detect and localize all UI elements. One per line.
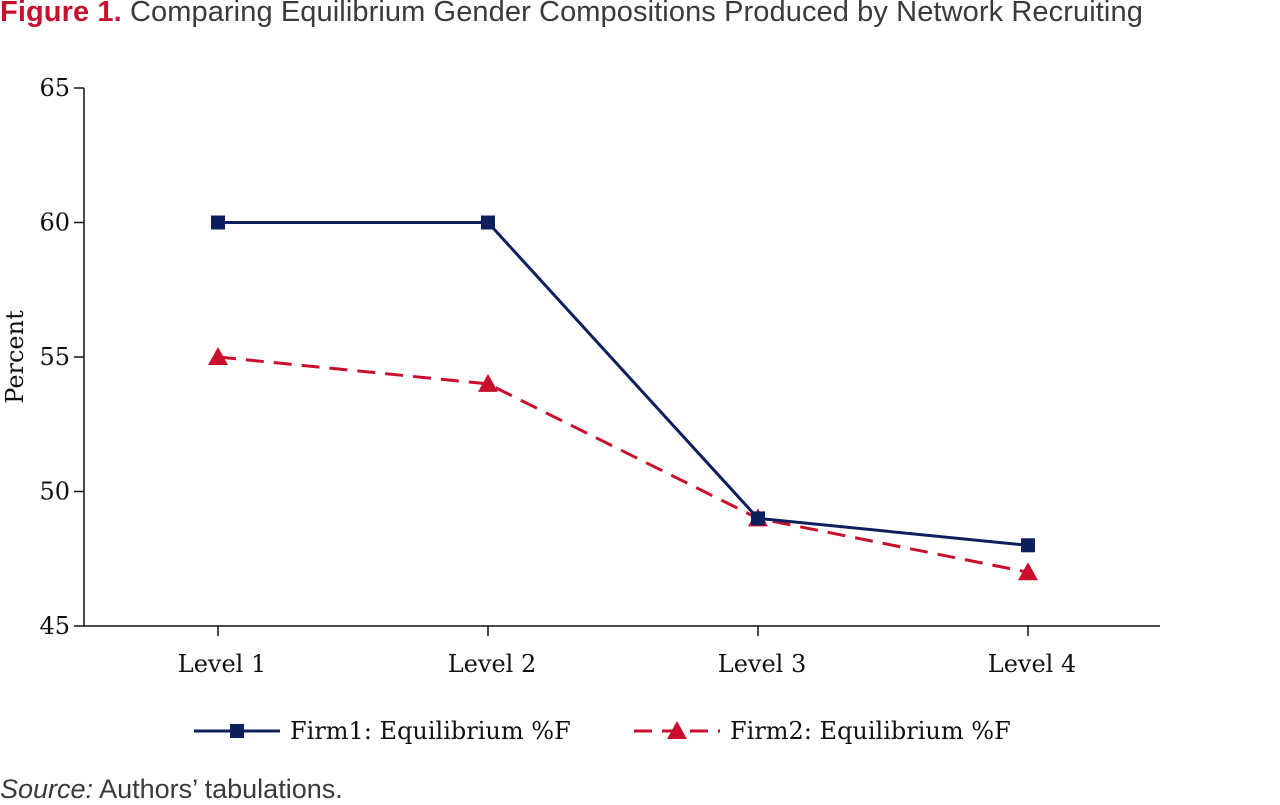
chart-axes: 45 50 55 60 65 Level 1 Level 2 Level 3 Level 4 Pe…	[1, 74, 1160, 678]
chart-series	[208, 215, 1038, 581]
y-tick-label: 55	[39, 343, 70, 371]
legend-marker	[667, 721, 687, 739]
series-2-point	[1018, 562, 1038, 581]
y-tick-label: 50	[39, 478, 70, 506]
series-1-point	[751, 511, 765, 526]
y-tick-label: 45	[39, 612, 70, 640]
x-tick-label: Level 4	[988, 650, 1076, 678]
series-2-line	[217, 355, 1029, 574]
source-label: Source:	[0, 774, 94, 804]
y-tick-label: 60	[39, 209, 70, 237]
figure-label: Figure 1.	[0, 0, 122, 28]
y-tick-label: 65	[39, 74, 70, 102]
x-tick-label: Level 3	[718, 650, 806, 678]
series-1-point	[211, 215, 225, 230]
figure-title: Figure 1. Comparing Equilibrium Gender C…	[0, 0, 1143, 29]
legend-item-2: Firm2: Equilibrium %F	[634, 717, 1011, 745]
series-1-point	[481, 215, 495, 230]
figure-caption: Comparing Equilibrium Gender Composition…	[129, 0, 1143, 28]
series-2	[208, 347, 1038, 581]
legend-item-1: Firm1: Equilibrium %F	[194, 717, 571, 745]
series-1-point	[1021, 538, 1035, 553]
series-1	[211, 215, 1035, 553]
series-2-point	[478, 373, 498, 392]
y-axis-title: Percent	[1, 310, 29, 404]
source-note: Source: Authors’ tabulations.	[0, 774, 343, 805]
source-text: Authors’ tabulations.	[99, 774, 343, 804]
legend-marker	[230, 724, 244, 738]
legend-label: Firm1: Equilibrium %F	[290, 717, 571, 745]
legend-label: Firm2: Equilibrium %F	[730, 717, 1011, 745]
chart-legend: Firm1: Equilibrium %F Firm2: Equilibrium …	[194, 717, 1011, 745]
series-1-line	[218, 221, 1029, 547]
x-tick-label: Level 1	[178, 650, 266, 678]
x-tick-label: Level 2	[448, 650, 536, 678]
series-2-point	[208, 347, 228, 365]
